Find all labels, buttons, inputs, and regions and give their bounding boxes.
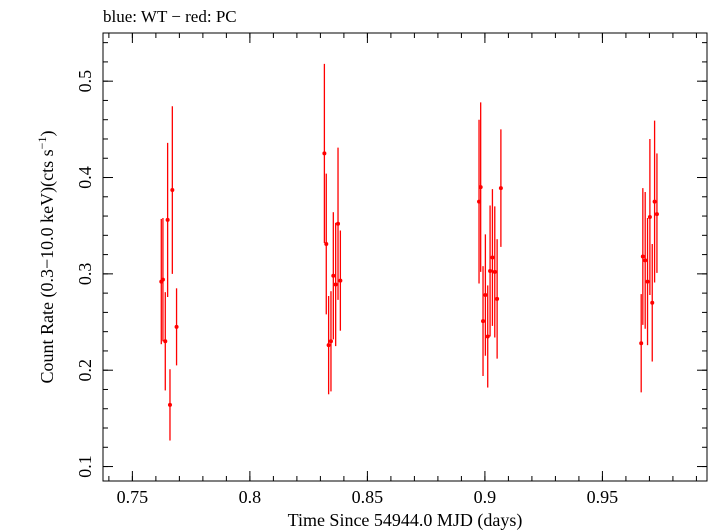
data-point <box>490 255 495 260</box>
data-point <box>324 241 329 246</box>
data-point <box>328 339 333 344</box>
x-tick-label: 0.85 <box>352 487 384 507</box>
data-point <box>167 402 172 407</box>
y-tick-label: 0.5 <box>75 70 95 93</box>
data-point <box>165 217 170 222</box>
data-point <box>645 279 650 284</box>
data-point <box>174 324 179 329</box>
data-point <box>652 199 657 204</box>
data-point <box>326 343 331 348</box>
data-point <box>643 258 648 263</box>
data-point <box>331 273 336 278</box>
y-tick-label: 0.4 <box>75 166 95 189</box>
data-point <box>639 341 644 346</box>
plot-frame <box>102 32 708 482</box>
data-point <box>333 282 338 287</box>
data-point <box>650 300 655 305</box>
data-point <box>488 268 493 273</box>
data-point <box>338 278 343 283</box>
y-axis-label-main: Count Rate (0.3−10.0 keV)(cts s <box>37 149 58 383</box>
data-point <box>336 221 341 226</box>
data-point <box>498 186 503 191</box>
data-point <box>481 319 486 324</box>
data-point <box>483 293 488 298</box>
data-point <box>478 185 483 190</box>
x-tick-label: 0.8 <box>239 487 262 507</box>
data-point <box>163 339 168 344</box>
data-point <box>495 296 500 301</box>
data-series-pc <box>159 63 659 441</box>
x-tick-label: 0.75 <box>117 487 149 507</box>
y-tick-labels: 0.1 0.2 0.3 0.4 0.5 <box>75 70 95 478</box>
x-tick-label: 0.95 <box>587 487 619 507</box>
data-point <box>160 277 165 282</box>
chart-title: blue: WT − red: PC <box>103 7 237 26</box>
y-tick-label: 0.1 <box>75 455 95 478</box>
axis-ticks <box>103 33 707 481</box>
data-point <box>654 212 659 217</box>
data-point <box>647 215 652 220</box>
y-axis-label-end: ) <box>37 131 58 137</box>
y-tick-label: 0.2 <box>75 359 95 382</box>
data-point <box>640 254 645 259</box>
data-point <box>322 151 327 156</box>
x-tick-labels: 0.75 0.8 0.85 0.9 0.95 <box>117 487 619 507</box>
y-tick-label: 0.3 <box>75 263 95 286</box>
y-axis-label-superscript: −1 <box>35 137 49 150</box>
data-point <box>170 188 175 193</box>
data-point <box>485 334 490 339</box>
data-point <box>492 269 497 274</box>
x-axis-label: Time Since 54944.0 MJD (days) <box>288 510 523 531</box>
y-axis-label: Count Rate (0.3−10.0 keV)(cts s−1) <box>35 131 58 384</box>
x-tick-label: 0.9 <box>474 487 497 507</box>
